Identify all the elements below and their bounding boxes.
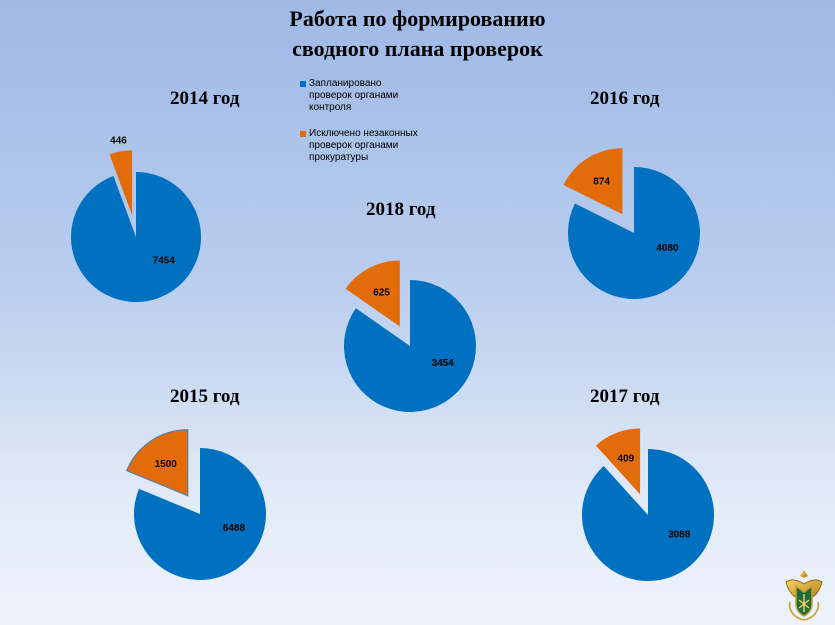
slice-excluded-2018 xyxy=(345,260,400,327)
prosecutor-emblem-icon xyxy=(785,570,823,621)
slice-excluded-2016 xyxy=(563,148,623,215)
legend-swatch-planned xyxy=(300,81,306,87)
slide-title-line-2: сводного плана проверок xyxy=(292,36,543,61)
slide-title: Работа по формированию сводного плана пр… xyxy=(0,4,835,64)
label-planned-2016: 4080 xyxy=(656,243,679,254)
chart-title-2014: 2014 год xyxy=(170,88,240,109)
label-excluded-2018: 625 xyxy=(373,287,390,298)
legend-item-excluded: Исключено незаконных проверок органами п… xyxy=(300,128,420,164)
legend: Запланировано проверок органами контроля… xyxy=(300,78,420,178)
pie-chart-2015: 6488 1500 xyxy=(125,429,267,580)
pie-chart-2016: 4080 874 xyxy=(563,148,701,299)
pie-chart-2018: 3454 625 xyxy=(344,260,477,413)
chart-title-2016: 2016 год xyxy=(590,88,660,109)
slice-planned-2018 xyxy=(344,279,477,413)
label-excluded-2016: 874 xyxy=(593,177,610,188)
slice-excluded-2014 xyxy=(109,150,133,216)
chart-title-2015: 2015 год xyxy=(170,386,240,407)
slice-planned-2014 xyxy=(71,172,202,303)
label-planned-2015: 6488 xyxy=(223,523,246,534)
label-planned-2018: 3454 xyxy=(432,358,455,369)
label-planned-2014: 7454 xyxy=(153,256,176,267)
slice-planned-2017 xyxy=(581,449,714,582)
slice-planned-2016 xyxy=(568,167,701,299)
legend-item-planned: Запланировано проверок органами контроля xyxy=(300,78,420,114)
legend-swatch-excluded xyxy=(300,131,306,137)
chart-title-2017: 2017 год xyxy=(590,386,660,407)
pie-chart-2017: 3088 409 xyxy=(581,428,714,582)
slice-excluded-2017 xyxy=(595,428,641,495)
legend-label-excluded: Исключено незаконных проверок органами п… xyxy=(309,128,418,163)
label-excluded-2015: 1500 xyxy=(155,459,178,470)
legend-label-planned: Запланировано проверок органами контроля xyxy=(309,78,399,113)
pie-chart-2014: 7454 446 xyxy=(71,136,202,303)
label-planned-2017: 3088 xyxy=(668,530,691,541)
slice-excluded-2015 xyxy=(125,429,189,497)
label-excluded-2017: 409 xyxy=(618,454,635,465)
label-excluded-2014: 446 xyxy=(110,136,127,147)
slice-planned-2015 xyxy=(134,448,267,580)
chart-title-2018: 2018 год xyxy=(366,199,436,220)
slide-title-line-1: Работа по формированию xyxy=(289,6,546,31)
